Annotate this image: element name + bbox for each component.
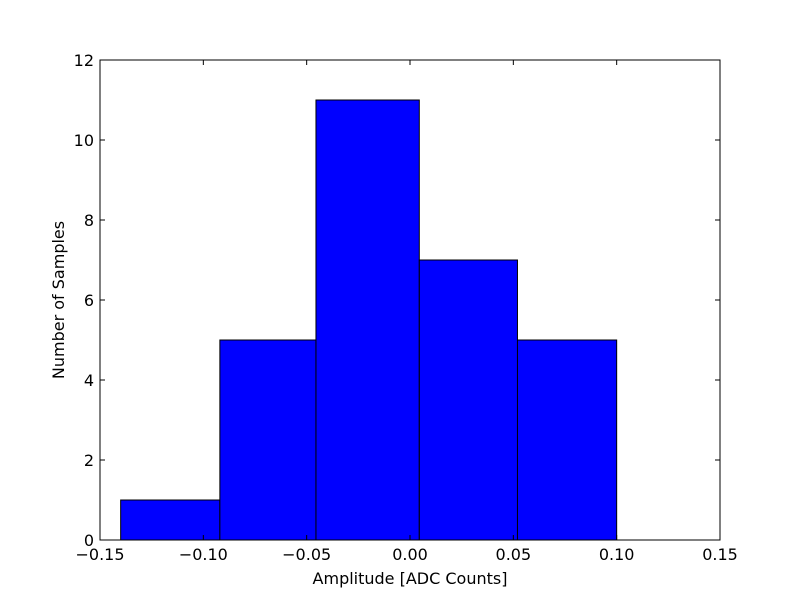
histogram-bar-2	[219, 339, 317, 541]
histogram-bar-5	[516, 339, 618, 541]
x-tick-label: −0.05	[282, 545, 331, 564]
histogram-bar-3	[315, 99, 420, 541]
x-tick-label: 0.15	[702, 545, 738, 564]
x-tick-label: −0.15	[75, 545, 124, 564]
y-tick-label: 8	[84, 211, 94, 230]
y-tick-label: 0	[84, 531, 94, 550]
x-tick-label: 0.00	[392, 545, 428, 564]
x-tick-label: −0.10	[179, 545, 228, 564]
bars-group	[120, 99, 618, 541]
y-tick-label: 6	[84, 291, 94, 310]
x-tick-label: 0.10	[599, 545, 635, 564]
histogram-bar-4	[418, 259, 518, 541]
tick-labels-group: −0.15 −0.10 −0.05 0.00 0.05 0.10 0.15 0 2 4 6 8 10 12	[74, 51, 738, 564]
x-axis-label: Amplitude [ADC Counts]	[313, 569, 508, 588]
ticks-group	[99, 59, 721, 541]
y-tick-label: 10	[74, 131, 94, 150]
histogram-bar-1	[120, 499, 221, 541]
y-tick-label: 2	[84, 451, 94, 470]
y-tick-label: 4	[84, 371, 94, 390]
y-tick-label: 12	[74, 51, 94, 70]
x-tick-label: 0.05	[496, 545, 532, 564]
y-axis-label: Number of Samples	[49, 221, 68, 379]
